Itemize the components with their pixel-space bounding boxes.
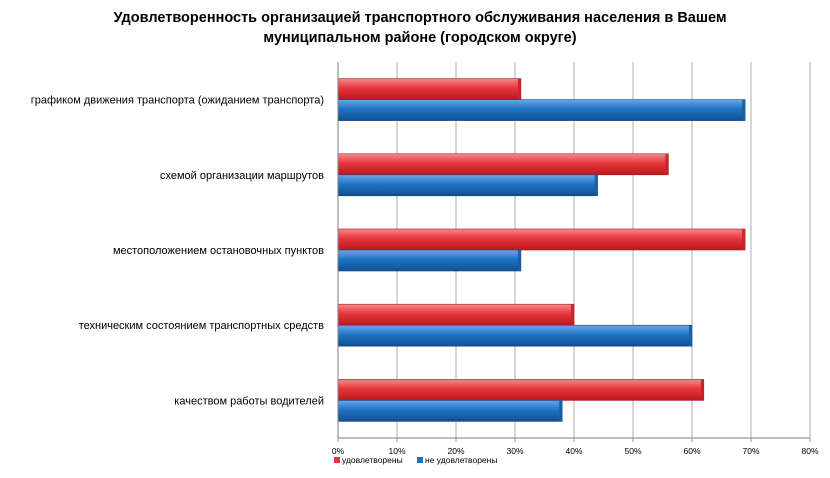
bar-not-satisfied [337,249,522,272]
chart-title-line-2: муниципальном районе (городском округе) [263,30,577,46]
legend-label: удовлетворены [342,455,403,465]
category-label: схемой организации маршрутов [160,170,324,182]
bar-end-cap [571,304,574,326]
bar-end-cap [559,400,563,422]
bar-satisfied [337,379,705,401]
bar-not-satisfied [337,174,598,197]
category-label: техническим состоянием транспортных сред… [79,320,324,332]
bar-end-cap [665,153,669,175]
legend-swatch [417,457,423,463]
x-tick-label: 30% [506,446,523,456]
bar-end-cap [742,99,746,121]
x-tick-label: 0% [332,446,345,456]
bar-satisfied [337,153,669,176]
bar-satisfied [337,303,575,326]
bar-not-satisfied [337,99,746,121]
bar-end-cap [700,379,704,401]
category-label: местоположением остановочных пунктов [113,245,324,257]
bar-end-cap [594,174,598,196]
x-tick-label: 70% [742,446,759,456]
category-label: качеством работы водителей [174,395,324,407]
x-tick-label: 20% [447,446,464,456]
bar-end-cap [517,250,521,271]
chart-title: Удовлетворенность организацией транспорт… [80,8,760,48]
x-tick-label: 80% [801,446,818,456]
category-label: графиком движения транспорта (ожиданием … [31,95,324,107]
x-tick-label: 50% [624,446,641,456]
bar-end-cap [517,78,521,100]
x-tick-label: 60% [683,446,700,456]
bar-not-satisfied [337,400,563,422]
x-tick-label: 10% [388,446,405,456]
legend-swatch [334,457,340,463]
bar-end-cap [689,325,692,347]
legend-label: не удовлетворены [425,455,497,465]
bar-end-cap [742,229,746,250]
chart-title-line-1: Удовлетворенность организацией транспорт… [113,10,727,26]
bar-not-satisfied [337,324,693,347]
bar-satisfied [337,228,746,251]
bar-satisfied [337,78,522,100]
x-tick-label: 40% [565,446,582,456]
